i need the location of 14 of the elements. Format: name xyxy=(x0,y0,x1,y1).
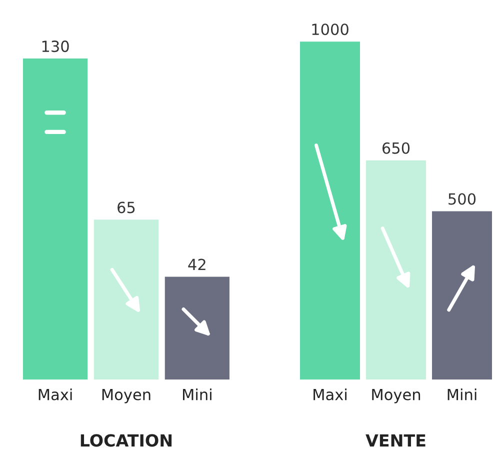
x-axis-title: VENTE xyxy=(366,434,426,446)
x-tick-label: Mini xyxy=(448,388,476,400)
data-label: 42 xyxy=(188,258,206,270)
data-label: 1000 xyxy=(312,24,348,36)
data-label: 130 xyxy=(42,40,69,52)
data-label: 500 xyxy=(448,193,476,205)
x-tick-label: Maxi xyxy=(38,388,72,400)
data-label: 65 xyxy=(118,202,135,214)
x-tick-label: Maxi xyxy=(314,388,346,400)
data-label: 650 xyxy=(382,142,410,154)
x-tick-label: Moyen xyxy=(102,388,150,404)
x-tick-label: Mini xyxy=(183,388,212,400)
x-axis-title: LOCATION xyxy=(80,434,172,447)
x-tick-label: Moyen xyxy=(372,388,420,404)
